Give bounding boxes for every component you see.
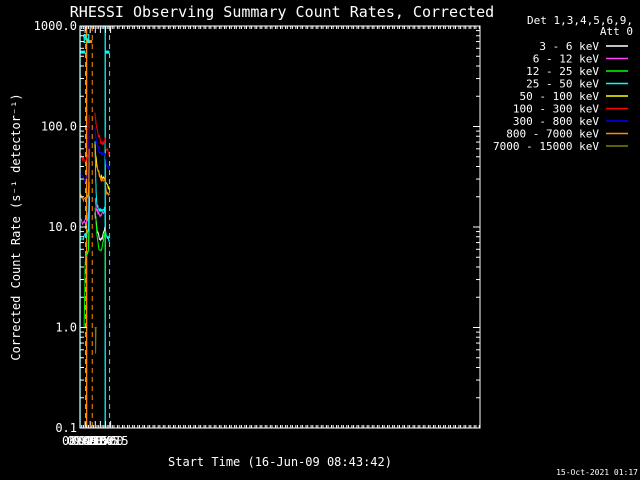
legend-entry-label: 6 - 12 keV bbox=[533, 53, 600, 66]
legend-entry-label: 3 - 6 keV bbox=[539, 40, 599, 53]
plot-frame bbox=[79, 25, 481, 429]
series-line-1 bbox=[79, 161, 90, 226]
series-line-7 bbox=[94, 148, 110, 196]
x-tick-label: 09:30 bbox=[77, 434, 113, 448]
series-line-3 bbox=[94, 141, 110, 242]
legend-entry-label: 800 - 7000 keV bbox=[506, 128, 599, 141]
x-tick-label: 09:00 bbox=[67, 434, 103, 448]
legend-entry-label: 25 - 50 keV bbox=[526, 78, 599, 91]
series-line-1 bbox=[94, 197, 106, 218]
series-line-3 bbox=[79, 182, 90, 242]
footer-date: 15-Oct-2021 01:17 bbox=[556, 468, 638, 477]
y-tick-label: 100.0 bbox=[41, 120, 77, 134]
y-tick-label: 0.1 bbox=[55, 421, 77, 435]
series-line-2 bbox=[94, 207, 107, 328]
series-line-7 bbox=[79, 148, 90, 203]
y-tick-label: 1.0 bbox=[55, 321, 77, 335]
x-tick-label: 10:00 bbox=[87, 434, 123, 448]
legend-title: Det 1,3,4,5,6,9, bbox=[527, 14, 633, 27]
legend-title: Att 0 bbox=[600, 25, 633, 38]
y-tick-label: 1000.0 bbox=[34, 19, 77, 33]
x-tick-label: 09:45 bbox=[82, 434, 118, 448]
series-line-5 bbox=[94, 112, 110, 157]
flag-label: S bbox=[82, 32, 89, 46]
series-line-6 bbox=[94, 126, 110, 171]
series-line-8 bbox=[94, 327, 97, 354]
x-tick-label: 10:15 bbox=[93, 434, 129, 448]
x-tick-label: 08:45 bbox=[62, 434, 98, 448]
x-axis-label: Start Time (16-Jun-09 08:43:42) bbox=[168, 455, 392, 469]
y-axis-label: Corrected Count Rate (s⁻¹ detector⁻¹) bbox=[9, 93, 23, 360]
series-line-5 bbox=[79, 114, 90, 163]
legend-entry-label: 50 - 100 keV bbox=[520, 90, 600, 103]
flag-label: N bbox=[83, 32, 90, 46]
x-tick-label: 09:15 bbox=[72, 434, 108, 448]
legend-entry-label: 7000 - 15000 keV bbox=[493, 140, 599, 153]
legend-entry-label: 12 - 25 keV bbox=[526, 65, 599, 78]
legend-entry-label: 100 - 300 keV bbox=[513, 103, 599, 116]
y-axis: 0.1 1.0 10.0 100.0 1000.0 bbox=[34, 19, 480, 435]
legend-entry-label: 300 - 800 keV bbox=[513, 115, 599, 128]
chart-title: RHESSI Observing Summary Count Rates, Co… bbox=[70, 3, 494, 21]
y-tick-label: 10.0 bbox=[48, 220, 77, 234]
